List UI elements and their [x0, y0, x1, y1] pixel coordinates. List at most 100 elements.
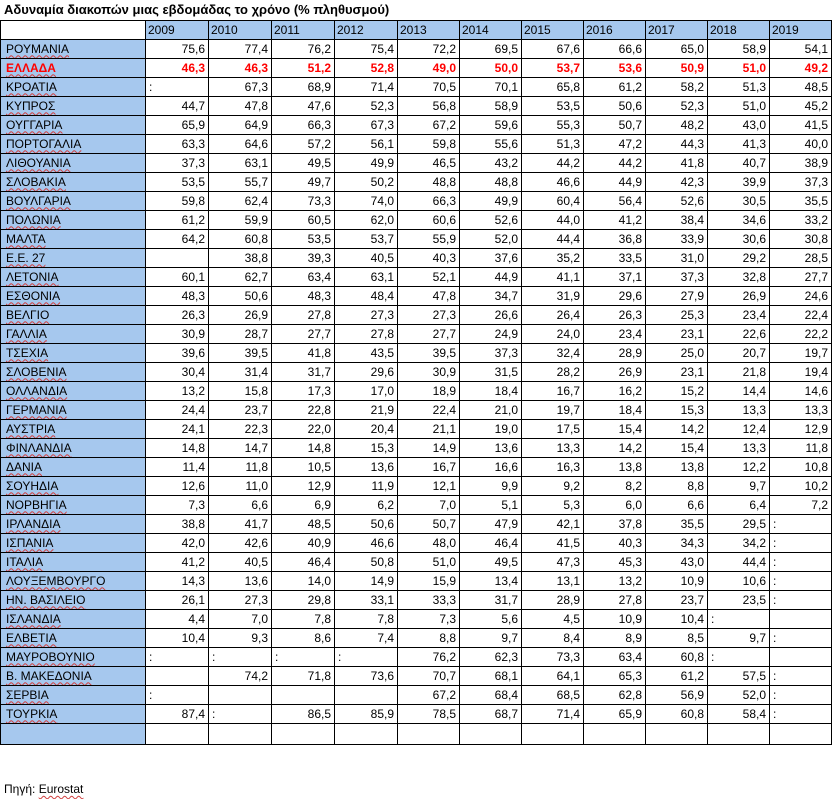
value-cell: 42,1: [521, 514, 584, 534]
value-cell: 47,2: [583, 134, 646, 154]
value-cell: 46,4: [271, 552, 335, 572]
value-cell: 45,3: [583, 552, 646, 572]
value-cell: 29,5: [707, 514, 770, 534]
value-cell: 14,9: [334, 571, 398, 591]
value-cell: 14,0: [271, 571, 335, 591]
country-cell: ΓΑΛΛΙΑ: [0, 324, 146, 344]
value-cell: 33,5: [583, 248, 646, 268]
value-cell: :: [145, 77, 209, 97]
value-cell: 68,1: [459, 666, 522, 686]
value-cell: 51,2: [271, 58, 335, 78]
value-cell: 16,7: [521, 381, 584, 401]
value-cell: :: [145, 647, 209, 667]
empty-cell: [521, 723, 584, 745]
value-cell: 31,0: [645, 248, 708, 268]
value-cell: 15,4: [583, 419, 646, 439]
value-cell: 11,8: [769, 438, 832, 458]
value-cell: 49,9: [334, 153, 398, 173]
value-cell: 37,3: [459, 343, 522, 363]
value-cell: 7,2: [769, 495, 832, 515]
value-cell: 7,4: [334, 628, 398, 648]
country-cell: ΙΡΛΑΝΔΙΑ: [0, 514, 146, 534]
country-cell: ΗΝ. ΒΑΣΙΛΕΙΟ: [0, 590, 146, 610]
value-cell: 39,6: [145, 343, 209, 363]
value-cell: 9,7: [707, 628, 770, 648]
table-row: ΟΥΓΓΑΡΙΑ 65,9 64,9 66,3 67,3 67,2 59,6 55,3 50,7…: [0, 115, 832, 135]
table-row: ΤΟΥΡΚΙΑ 87,4:86,5 85,9 78,5 68,7 71,4 65,9 60,8…: [0, 704, 832, 724]
value-cell: :: [769, 704, 832, 724]
value-cell: 62,3: [459, 647, 522, 667]
value-cell: 49,7: [271, 172, 335, 192]
value-cell: 59,8: [397, 134, 460, 154]
value-cell: 73,3: [521, 647, 584, 667]
source-note: Πηγή: Eurostat: [4, 782, 83, 796]
value-cell: 60,5: [271, 210, 335, 230]
value-cell: 50,8: [334, 552, 398, 572]
value-cell: 70,7: [397, 666, 460, 686]
value-cell: 44,0: [521, 210, 584, 230]
table-row: ΓΑΛΛΙΑ 30,9 28,7 27,7 27,8 27,7 24,9 24,0 23,4 23…: [0, 324, 832, 344]
value-cell: 62,7: [208, 267, 272, 287]
country-cell: ΔΑΝΙΑ: [0, 457, 146, 477]
value-cell: 48,3: [271, 286, 335, 306]
empty-cell: [145, 723, 209, 745]
table-row: ΙΤΑΛΙΑ 41,2 40,5 46,4 50,8 51,0 49,5 47,3 45,3 43…: [0, 552, 832, 572]
value-cell: 53,7: [521, 58, 584, 78]
value-cell: :: [334, 647, 398, 667]
value-cell: 13,4: [459, 571, 522, 591]
value-cell: 10,4: [145, 628, 209, 648]
value-cell: 6,2: [334, 495, 398, 515]
value-cell: 75,6: [145, 39, 209, 59]
value-cell: 14,3: [145, 571, 209, 591]
value-cell: 13,3: [521, 438, 584, 458]
table-row: ΗΝ. ΒΑΣΙΛΕΙΟ 26,1 27,3 29,8 33,1 33,3 31,7 28,9…: [0, 590, 832, 610]
value-cell: 13,6: [459, 438, 522, 458]
value-cell: 26,9: [707, 286, 770, 306]
value-cell: 10,5: [271, 457, 335, 477]
year-header-cell: 2015: [521, 20, 584, 40]
value-cell: 26,4: [521, 305, 584, 325]
value-cell: 34,2: [707, 533, 770, 553]
empty-cell: [645, 723, 708, 745]
value-cell: 46,6: [334, 533, 398, 553]
value-cell: 65,9: [145, 115, 209, 135]
value-cell: 19,4: [769, 362, 832, 382]
table-row: ΝΟΡΒΗΓΙΑ 7,3 6,6 6,9 6,2 7,0 5,1 5,3 6,0 6,6 6,4 7,…: [0, 495, 832, 515]
source-label: Πηγή:: [4, 782, 36, 796]
value-cell: 14,8: [145, 438, 209, 458]
value-cell: 7,3: [397, 609, 460, 629]
value-cell: 28,9: [521, 590, 584, 610]
value-cell: 38,8: [145, 514, 209, 534]
value-cell: 16,2: [583, 381, 646, 401]
value-cell: 85,9: [334, 704, 398, 724]
value-cell: 68,9: [271, 77, 335, 97]
table-row: ΣΛΟΒΕΝΙΑ 30,4 31,4 31,7 29,6 30,9 31,5 28,2 26,9…: [0, 362, 832, 382]
value-cell: 67,6: [521, 39, 584, 59]
value-cell: 48,8: [397, 172, 460, 192]
table-row: ΡΟΥΜΑΝΙΑ 75,6 77,4 76,2 75,4 72,2 69,5 67,6 66,6…: [0, 39, 832, 59]
value-cell: 66,6: [583, 39, 646, 59]
value-cell: 26,3: [583, 305, 646, 325]
value-cell: 22,4: [769, 305, 832, 325]
value-cell: 60,8: [645, 704, 708, 724]
value-cell: 57,5: [707, 666, 770, 686]
value-cell: 8,6: [271, 628, 335, 648]
year-header-cell: 2016: [583, 20, 646, 40]
value-cell: 64,1: [521, 666, 584, 686]
table-row: ΜΑΥΡΟΒΟΥΝΙΟ::::76,2 62,3 73,3 63,4 60,8:: [0, 647, 832, 667]
value-cell: 11,9: [334, 476, 398, 496]
country-cell: ΑΥΣΤΡΙΑ: [0, 419, 146, 439]
value-cell: 63,4: [271, 267, 335, 287]
value-cell: :: [208, 647, 272, 667]
empty-row: [0, 723, 832, 745]
value-cell: 36,8: [583, 229, 646, 249]
value-cell: 16,6: [459, 457, 522, 477]
value-cell: 41,2: [145, 552, 209, 572]
value-cell: 30,6: [707, 229, 770, 249]
value-cell: 71,8: [271, 666, 335, 686]
value-cell: 27,8: [583, 590, 646, 610]
value-cell: 48,2: [645, 115, 708, 135]
value-cell: 46,6: [521, 172, 584, 192]
value-cell: 4,5: [521, 609, 584, 629]
value-cell: 59,9: [208, 210, 272, 230]
